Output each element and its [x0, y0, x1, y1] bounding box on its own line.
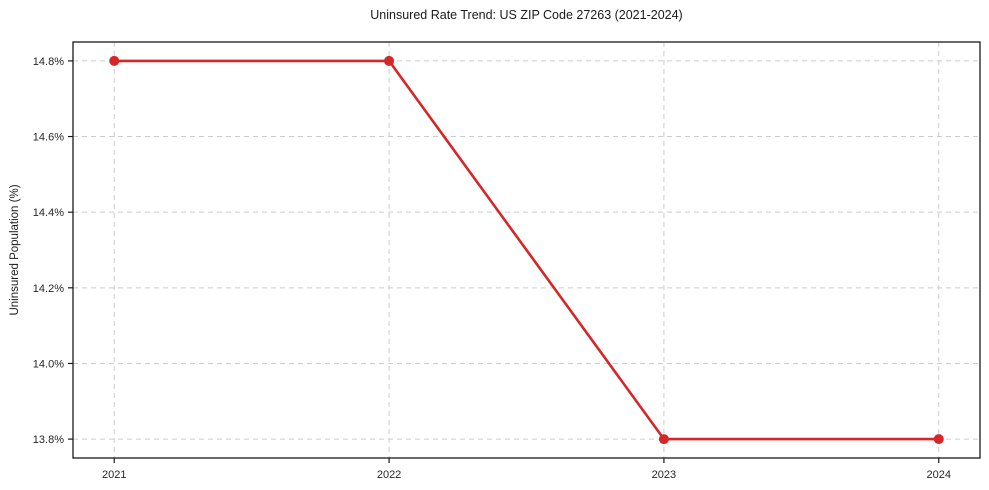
trend-line — [112, 59, 941, 441]
y-tick-label: 14.0% — [33, 358, 64, 370]
x-tick-label: 2022 — [377, 469, 401, 481]
x-tick-label: 2021 — [102, 469, 126, 481]
y-tick-label: 14.8% — [33, 56, 64, 68]
x-tick-label: 2023 — [652, 469, 676, 481]
plot-border — [72, 41, 981, 459]
data-point-2022 — [384, 55, 395, 66]
data-point-2021 — [109, 55, 120, 66]
data-point-2023 — [658, 434, 669, 445]
y-tick-label: 14.6% — [33, 132, 64, 144]
y-tick-label: 14.2% — [33, 283, 64, 295]
x-tick-label: 2024 — [927, 469, 951, 481]
y-tick-label: 13.8% — [33, 434, 64, 446]
y-axis-label: Uninsured Population (%) — [9, 184, 21, 316]
chart-title: Uninsured Rate Trend: US ZIP Code 27263 … — [370, 8, 683, 22]
data-point-2024 — [933, 434, 944, 445]
y-tick-label: 14.4% — [33, 207, 64, 219]
